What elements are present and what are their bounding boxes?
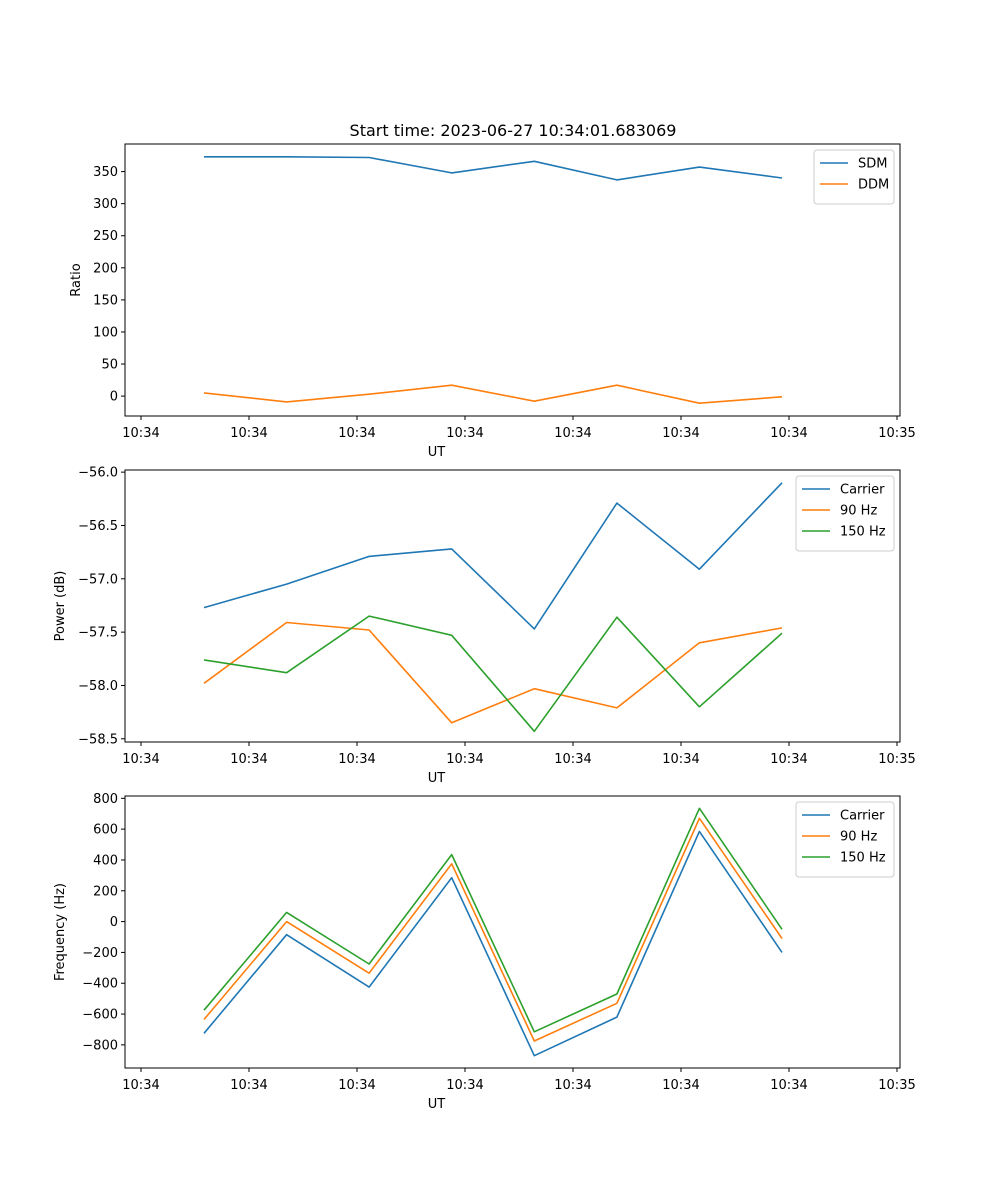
x-tick-label: 10:35 — [878, 426, 915, 441]
axes-frame — [124, 795, 901, 1069]
y-tick-label: 250 — [93, 229, 118, 244]
y-tick-label: 0 — [110, 915, 118, 930]
x-tick-label: 10:34 — [554, 752, 591, 767]
x-tick-label: 10:34 — [338, 426, 375, 441]
x-tick-label: 10:34 — [554, 426, 591, 441]
legend-entry: 90 Hz — [840, 504, 877, 519]
series-line-90-hz — [203, 817, 783, 1042]
x-tick-label: 10:34 — [446, 752, 483, 767]
y-tick-label: 800 — [93, 792, 118, 807]
legend-entry: 90 Hz — [840, 830, 877, 845]
y-tick-label: 200 — [93, 261, 118, 276]
subplot-2: −58.5 −58.0 −57.5 −57.0 −56.5 −56.0 10:34 10:34… — [53, 466, 916, 786]
axes-frame — [124, 469, 901, 743]
x-tick-label: 10:34 — [446, 426, 483, 441]
legend-entry: Carrier — [840, 483, 885, 498]
x-tick-label: 10:34 — [230, 426, 267, 441]
x-tick-label: 10:34 — [230, 1078, 267, 1093]
legend-box — [795, 475, 895, 552]
x-axis-label: UT — [428, 1097, 446, 1112]
y-tick-label: −58.5 — [78, 732, 118, 747]
x-tick-label: 10:34 — [662, 426, 699, 441]
subplot-3: −800 −600 −400 −200 0 200 400 600 800 10:34 10:34 1… — [53, 792, 916, 1112]
y-tick-label: 0 — [110, 390, 118, 405]
series-line-90-hz — [203, 621, 783, 724]
legend-entry: Carrier — [840, 809, 885, 824]
x-tick-label: 10:34 — [554, 1078, 591, 1093]
series-line-ddm — [203, 384, 783, 405]
x-axis-label: UT — [428, 771, 446, 786]
legend-entry: 150 Hz — [840, 851, 886, 866]
axes-frame — [124, 143, 901, 417]
y-tick-label: −56.0 — [78, 466, 118, 481]
y-tick-label: 600 — [93, 823, 118, 838]
x-tick-label: 10:34 — [122, 752, 159, 767]
y-tick-label: 100 — [93, 325, 118, 340]
y-axis-label: Ratio — [69, 263, 84, 296]
y-tick-label: −600 — [82, 1008, 118, 1023]
series-line-150-hz — [203, 807, 783, 1033]
chart-title: Start time: 2023-06-27 10:34:01.683069 — [350, 121, 677, 140]
x-tick-label: 10:34 — [122, 426, 159, 441]
y-tick-label: 200 — [93, 884, 118, 899]
x-tick-label: 10:34 — [770, 752, 807, 767]
legend-box — [795, 801, 895, 878]
legend-entry: DDM — [858, 178, 889, 193]
x-tick-label: 10:34 — [230, 752, 267, 767]
y-tick-label: −400 — [82, 977, 118, 992]
series-line-carrier — [203, 830, 783, 1057]
y-tick-label: 150 — [93, 293, 118, 308]
series-line-carrier — [203, 482, 783, 630]
x-tick-label: 10:34 — [122, 1078, 159, 1093]
x-tick-label: 10:34 — [662, 1078, 699, 1093]
y-tick-label: −58.0 — [78, 679, 118, 694]
y-tick-label: −57.0 — [78, 572, 118, 587]
legend-entry: SDM — [858, 157, 887, 172]
x-tick-label: 10:34 — [662, 752, 699, 767]
y-tick-label: 350 — [93, 165, 118, 180]
x-axis-label: UT — [428, 445, 446, 460]
legend-entry: 150 Hz — [840, 525, 886, 540]
y-axis-label: Power (dB) — [53, 571, 68, 642]
x-tick-label: 10:34 — [770, 1078, 807, 1093]
y-axis-label: Frequency (Hz) — [53, 883, 68, 981]
series-line-sdm — [204, 156, 783, 181]
y-tick-label: −57.5 — [78, 626, 118, 641]
y-tick-label: −800 — [82, 1038, 118, 1053]
x-tick-label: 10:35 — [878, 1078, 915, 1093]
series-line-150-hz — [203, 615, 783, 733]
y-tick-label: −200 — [82, 946, 118, 961]
y-tick-label: 300 — [93, 197, 118, 212]
x-tick-label: 10:34 — [338, 752, 375, 767]
x-tick-label: 10:34 — [338, 1078, 375, 1093]
y-tick-label: −56.5 — [78, 519, 118, 534]
y-tick-label: 400 — [93, 853, 118, 868]
subplot-1: 0 50 100 150 200 250 300 350 10:34 10:34 10:34 10:3… — [69, 121, 916, 460]
x-tick-label: 10:35 — [878, 752, 915, 767]
x-tick-label: 10:34 — [446, 1078, 483, 1093]
y-tick-label: 50 — [101, 358, 118, 373]
x-tick-label: 10:34 — [770, 426, 807, 441]
